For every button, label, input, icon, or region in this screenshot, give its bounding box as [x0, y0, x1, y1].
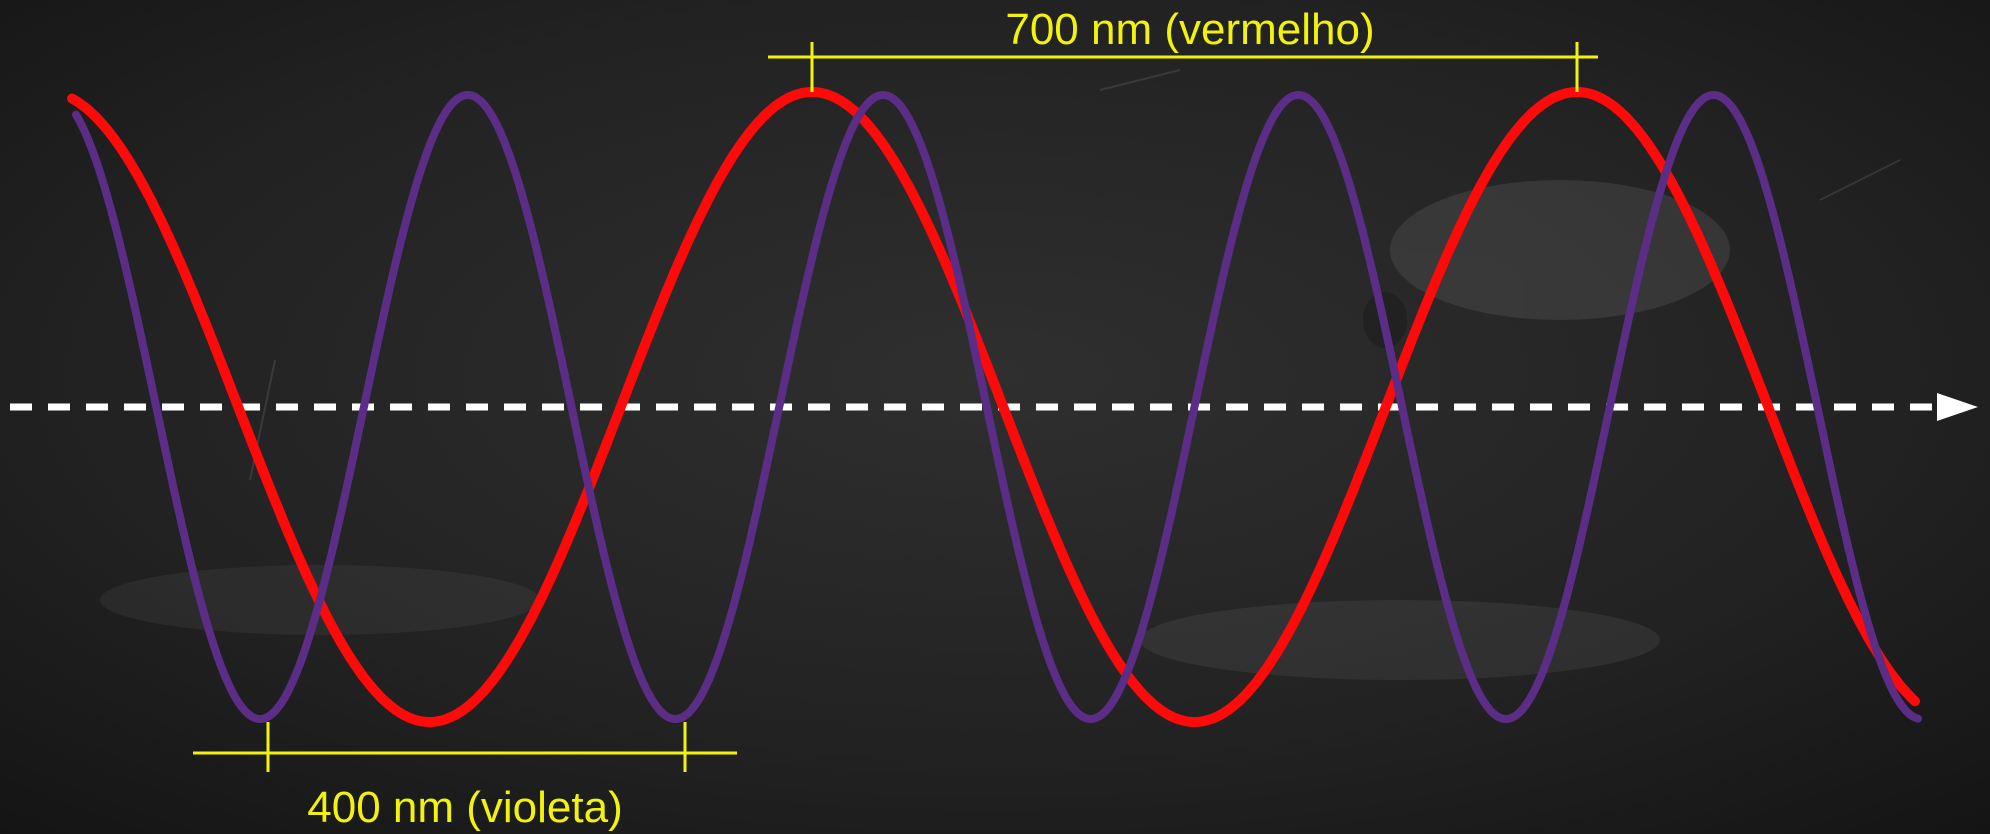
violet-wavelength-label: 400 nm (violeta) [307, 783, 622, 832]
red-wave-700nm [67, 87, 1920, 727]
red-wavelength-label: 700 nm (vermelho) [1005, 5, 1374, 54]
violet-wavelength-bracket [193, 722, 737, 772]
arrow-icon [1937, 393, 1978, 421]
violet-wave-400nm [72, 91, 1922, 723]
red-wavelength-bracket [768, 42, 1598, 92]
